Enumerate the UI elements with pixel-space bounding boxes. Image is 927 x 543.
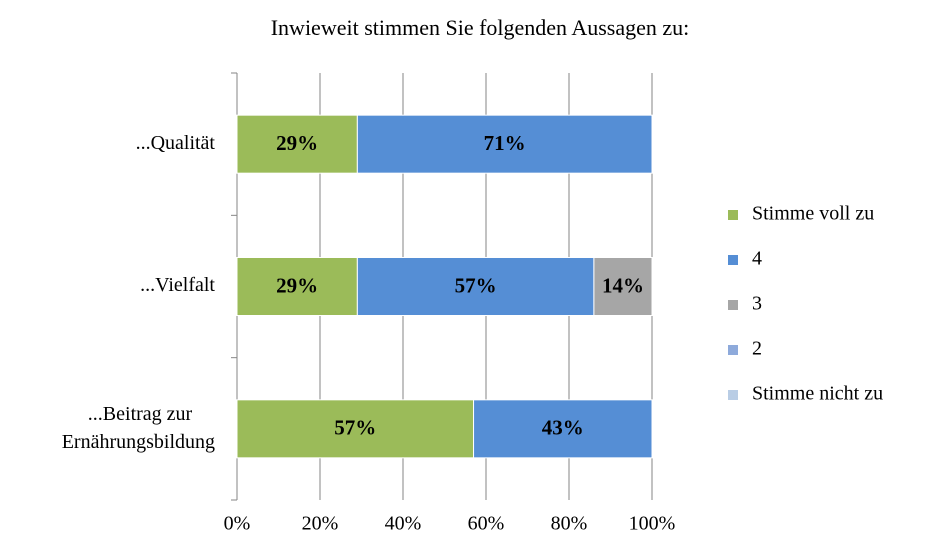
y-tick-label: ...Beitrag zur Ernährungsbildung: [62, 402, 215, 452]
data-label: 14%: [602, 273, 644, 297]
y-tick-label: ...Vielfalt: [140, 274, 215, 296]
x-tick-label: 40%: [385, 513, 422, 535]
legend-swatch: [728, 390, 738, 400]
legend-label: Stimme voll zu: [752, 203, 874, 225]
y-tick-label: ...Qualität: [136, 132, 216, 154]
x-tick-label: 80%: [551, 513, 588, 535]
x-tick-label: 100%: [629, 513, 676, 535]
x-tick-label: 20%: [302, 513, 339, 535]
bar-segment: [473, 399, 653, 459]
bar-segment: [236, 114, 358, 174]
legend-swatch: [728, 255, 738, 265]
data-label: 43%: [542, 416, 584, 440]
data-label: 57%: [334, 416, 376, 440]
legend-label: 3: [752, 293, 762, 315]
data-label: 71%: [484, 131, 526, 155]
legend-label: 2: [752, 338, 762, 360]
chart-title: Inwieweit stimmen Sie folgenden Aussagen…: [271, 15, 690, 40]
bar-segment: [356, 257, 595, 316]
bar-segment: [356, 114, 653, 174]
x-tick-label: 0%: [224, 513, 251, 535]
bar-segment: [593, 257, 653, 316]
bar-segment: [236, 399, 475, 459]
data-label: 29%: [276, 131, 318, 155]
data-label: 57%: [455, 273, 497, 297]
legend-swatch: [728, 210, 738, 220]
legend-swatch: [728, 345, 738, 355]
legend-label: Stimme nicht zu: [752, 383, 883, 405]
legend-label: 4: [752, 248, 762, 270]
legend-swatch: [728, 300, 738, 310]
x-tick-label: 60%: [468, 513, 505, 535]
data-label: 29%: [276, 273, 318, 297]
bar-segment: [236, 257, 358, 316]
